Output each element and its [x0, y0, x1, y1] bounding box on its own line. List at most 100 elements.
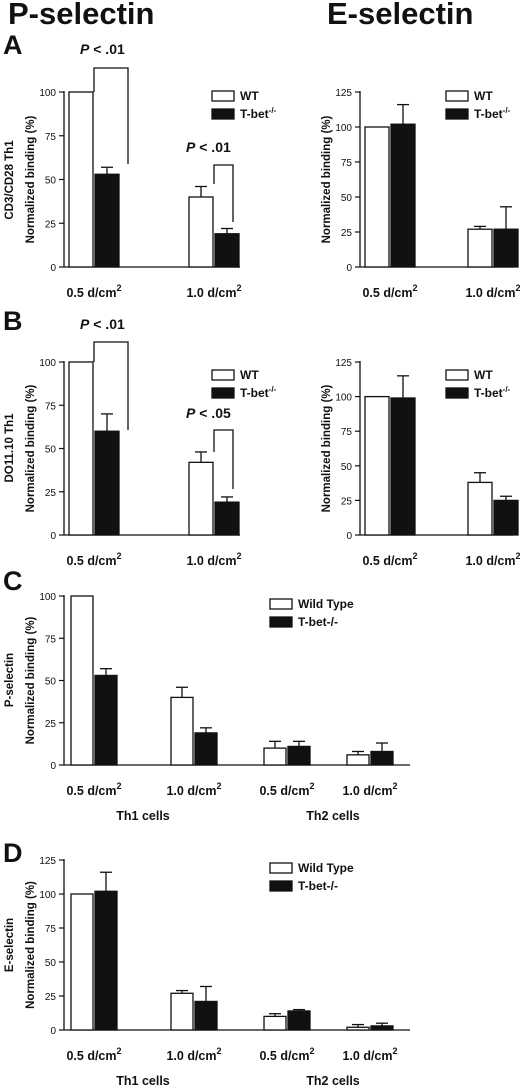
y-tick-label: 25 — [45, 992, 57, 1003]
bar-wt — [170, 992, 194, 1031]
bar-ko — [194, 1000, 218, 1031]
bar-wt — [263, 1015, 287, 1031]
row-label: E-selectin — [4, 918, 16, 972]
legend-swatch-wt — [445, 90, 469, 102]
legend-label: WT — [474, 368, 493, 382]
x-category-label: 0.5 d/cm2 — [66, 551, 121, 568]
chart-a-p: 0 25 50 75 100 Normalized binding (%) CD3/CD28… — [4, 41, 277, 300]
bar-ko — [493, 499, 519, 536]
bar-wt — [364, 126, 390, 268]
legend-swatch-wt — [269, 598, 293, 610]
y-tick-label: 75 — [45, 132, 57, 143]
bar-ko — [370, 1025, 394, 1031]
significance-bracket — [213, 164, 234, 222]
bar-ko — [94, 430, 120, 536]
y-tick-label: 50 — [341, 462, 353, 473]
legend-label: T-bet-/- — [474, 385, 511, 400]
y-axis-label: Normalized binding (%) — [321, 384, 333, 512]
y-tick-label: 25 — [45, 719, 57, 730]
y-tick-label: 125 — [335, 358, 352, 369]
y-tick-label: 0 — [50, 761, 56, 772]
x-category-label: 1.0 d/cm2 — [342, 1046, 397, 1063]
bar-ko — [94, 173, 120, 268]
y-tick-label: 25 — [341, 496, 353, 507]
x-category-label: 1.0 d/cm2 — [166, 1046, 221, 1063]
bar-wt — [346, 754, 370, 766]
column-title-e-selectin: E-selectin — [327, 0, 474, 31]
group-label: Th1 cells — [116, 809, 170, 823]
x-category-label: 0.5 d/cm2 — [66, 1046, 121, 1063]
panel-letter-b: B — [3, 306, 23, 336]
bar-ko — [94, 674, 118, 766]
chart-d: 0 25 50 75 100 125 Normalized binding (%) E-sel… — [4, 856, 410, 1088]
group-label: Th1 cells — [116, 1074, 170, 1088]
legend-swatch-ko — [445, 108, 469, 120]
legend-label: Wild Type — [298, 597, 354, 611]
y-tick-label: 75 — [341, 427, 353, 438]
y-tick-label: 100 — [335, 123, 352, 134]
bar-ko — [370, 750, 394, 766]
legend-swatch-wt — [269, 862, 293, 874]
legend-swatch-wt — [445, 369, 469, 381]
bar-ko — [287, 1010, 311, 1031]
row-label: DO11.10 Th1 — [4, 413, 16, 483]
y-tick-label: 100 — [39, 592, 56, 603]
y-axis-label: Normalized binding (%) — [25, 384, 37, 512]
row-label: CD3/CD28 Th1 — [4, 140, 16, 220]
panel-letter-d: D — [3, 838, 23, 868]
chart-b-p: 0 25 50 75 100 Normalized binding (%) DO11.10 … — [4, 316, 277, 568]
y-tick-label: 0 — [50, 531, 56, 542]
y-tick-label: 25 — [341, 228, 353, 239]
y-tick-label: 50 — [45, 677, 57, 688]
y-tick-label: 25 — [45, 488, 57, 499]
y-tick-label: 0 — [50, 263, 56, 274]
legend-label: T-bet-/- — [474, 106, 511, 121]
legend-swatch-ko — [211, 387, 235, 399]
group-label: Th2 cells — [306, 1074, 360, 1088]
bar-ko — [287, 745, 311, 766]
legend-label: T-bet-/- — [298, 615, 338, 629]
x-category-label: 0.5 d/cm2 — [362, 551, 417, 568]
bar-wt — [170, 696, 194, 766]
y-tick-label: 75 — [341, 158, 353, 169]
y-tick-label: 75 — [45, 634, 57, 645]
bar-ko — [493, 228, 519, 268]
panel-letter-c: C — [3, 566, 23, 596]
p-value-annotation: P < .05 — [186, 405, 231, 421]
bar-ko — [390, 123, 416, 268]
legend-swatch-ko — [269, 880, 293, 892]
y-tick-label: 75 — [45, 401, 57, 412]
legend-label: T-bet-/- — [240, 106, 277, 121]
legend-label: Wild Type — [298, 861, 354, 875]
significance-bracket — [213, 429, 234, 489]
x-category-label: 0.5 d/cm2 — [259, 1046, 314, 1063]
bar-wt — [68, 361, 94, 536]
row-label: P-selectin — [4, 653, 16, 707]
bar-ko — [214, 501, 240, 536]
group-label: Th2 cells — [306, 809, 360, 823]
legend-label: WT — [240, 368, 259, 382]
legend-label: T-bet-/- — [240, 385, 277, 400]
bar-ko — [94, 890, 118, 1031]
legend-swatch-ko — [211, 108, 235, 120]
y-tick-label: 0 — [50, 1026, 56, 1037]
y-tick-label: 100 — [39, 88, 56, 99]
x-category-label: 1.0 d/cm2 — [186, 551, 241, 568]
y-axis-label: Normalized binding (%) — [25, 616, 37, 744]
y-tick-label: 125 — [39, 856, 56, 867]
y-tick-label: 50 — [45, 176, 57, 187]
chart-c: 0 25 50 75 100 Normalized binding (%) P-select… — [4, 592, 410, 823]
p-value-annotation: P < .01 — [80, 41, 125, 57]
bar-ko — [214, 233, 240, 268]
legend-swatch-ko — [445, 387, 469, 399]
legend-swatch-ko — [269, 616, 293, 628]
legend-swatch-wt — [211, 369, 235, 381]
bar-wt — [70, 595, 94, 766]
bar-wt — [364, 395, 390, 536]
y-tick-label: 50 — [45, 445, 57, 456]
x-category-label: 1.0 d/cm2 — [342, 781, 397, 798]
p-value-annotation: P < .01 — [80, 316, 125, 332]
x-category-label: 1.0 d/cm2 — [166, 781, 221, 798]
legend-label: WT — [474, 89, 493, 103]
